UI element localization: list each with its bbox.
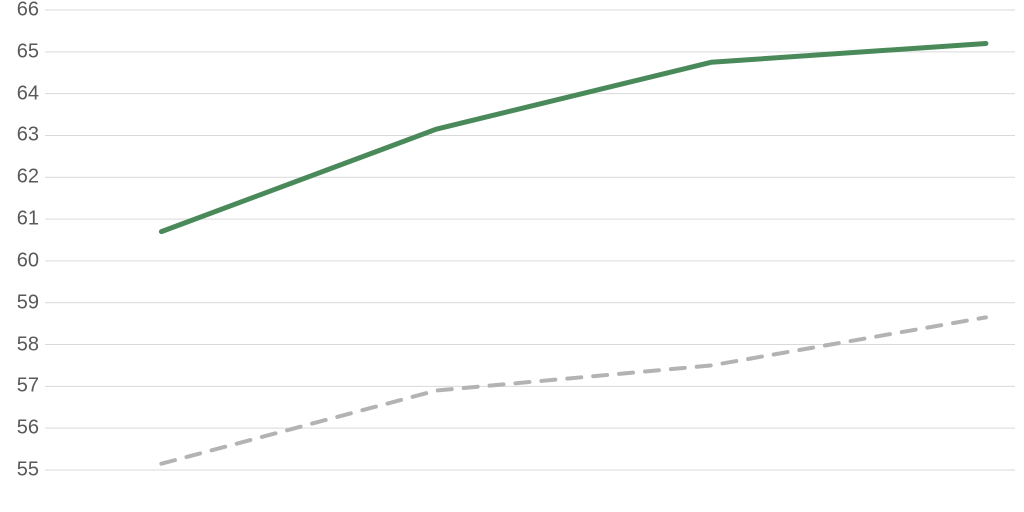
line-chart: 55 56 57 58 59 60 61 62 63 64 65 66 [0,0,1024,512]
series-line-series-b [161,317,986,463]
y-tick-label: 65 [6,40,39,63]
y-tick-label: 59 [6,291,39,314]
chart-svg [0,0,1024,512]
y-tick-label: 66 [6,0,39,22]
y-tick-label: 56 [6,417,39,440]
y-tick-label: 63 [6,124,39,147]
y-tick-label: 58 [6,333,39,356]
y-tick-label: 61 [6,208,39,231]
y-tick-label: 60 [6,249,39,272]
y-tick-label: 57 [6,375,39,398]
y-tick-label: 55 [6,459,39,482]
y-tick-label: 62 [6,166,39,189]
y-tick-label: 64 [6,82,39,105]
series-line-series-a [161,43,986,231]
